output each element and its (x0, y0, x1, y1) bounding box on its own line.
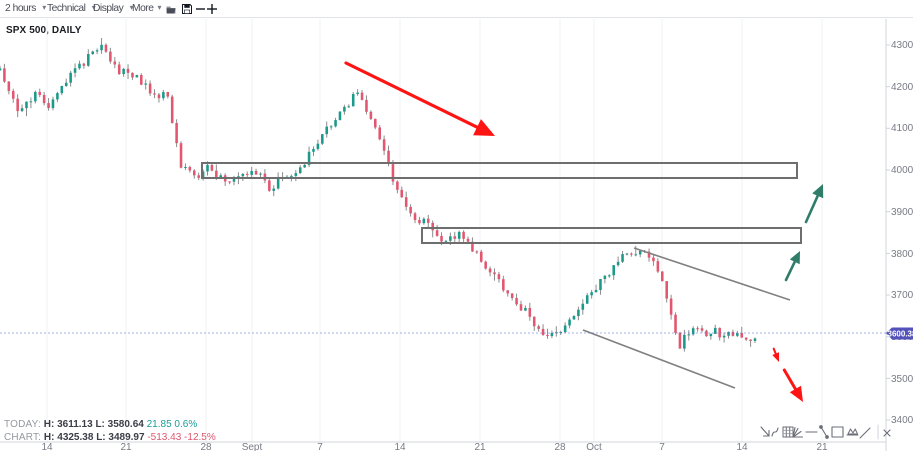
svg-text:3600.38: 3600.38 (888, 329, 913, 338)
